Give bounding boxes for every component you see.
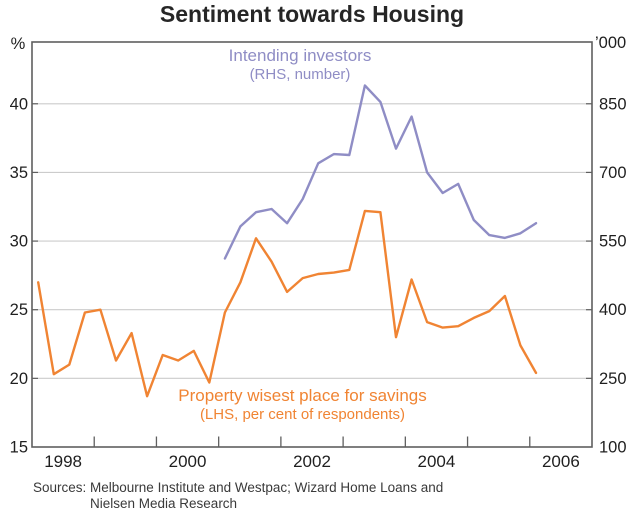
series-label-investors-axis-note: (RHS, number) (249, 65, 351, 83)
series-label-investors: Intending investors (RHS, number) (150, 46, 450, 83)
left-axis-tick-label: 20 (10, 370, 28, 388)
right-axis-tick-label: 550 (599, 233, 627, 251)
x-axis-year-label: 2000 (169, 452, 207, 471)
right-axis-tick-label: 100 (599, 439, 627, 457)
right-axis-tick-label: 400 (599, 301, 627, 319)
series-label-investors-name: Intending investors (228, 46, 372, 65)
sources-line-1: Sources: Melbourne Institute and Westpac… (33, 480, 444, 495)
right-axis-unit: ’000 (595, 34, 627, 52)
series-line-property (37, 209, 538, 398)
right-axis-tick-label: 850 (599, 95, 627, 113)
left-axis-tick-label: 30 (10, 233, 28, 251)
series-label-property-name: Property wisest place for savings (178, 386, 427, 405)
sources-line-2: Nielsen Media Research (90, 495, 238, 511)
x-axis-year-label: 1998 (44, 452, 82, 471)
right-axis-tick-label: 250 (599, 370, 627, 388)
series-line-investors (223, 84, 538, 260)
right-axis-tick-label: 700 (599, 164, 627, 182)
x-axis-year-label: 2002 (293, 452, 331, 471)
chart-title: Sentiment towards Housing (159, 1, 465, 27)
left-axis-tick-label: 35 (10, 164, 28, 182)
x-axis-year-label: 2006 (542, 452, 580, 471)
left-axis-tick-label: 40 (10, 95, 28, 113)
left-axis-tick-label: 15 (10, 439, 28, 457)
series-label-property: Property wisest place for savings (LHS, … (130, 386, 475, 423)
left-axis-unit: % (10, 35, 26, 53)
series-label-property-axis-note: (LHS, per cent of respondents) (199, 405, 406, 423)
left-axis-tick-label: 25 (10, 301, 28, 319)
sources-note: Sources: Melbourne Institute and Westpac… (33, 480, 443, 512)
x-axis-year-label: 2004 (418, 452, 456, 471)
plot-frame (31, 41, 593, 448)
